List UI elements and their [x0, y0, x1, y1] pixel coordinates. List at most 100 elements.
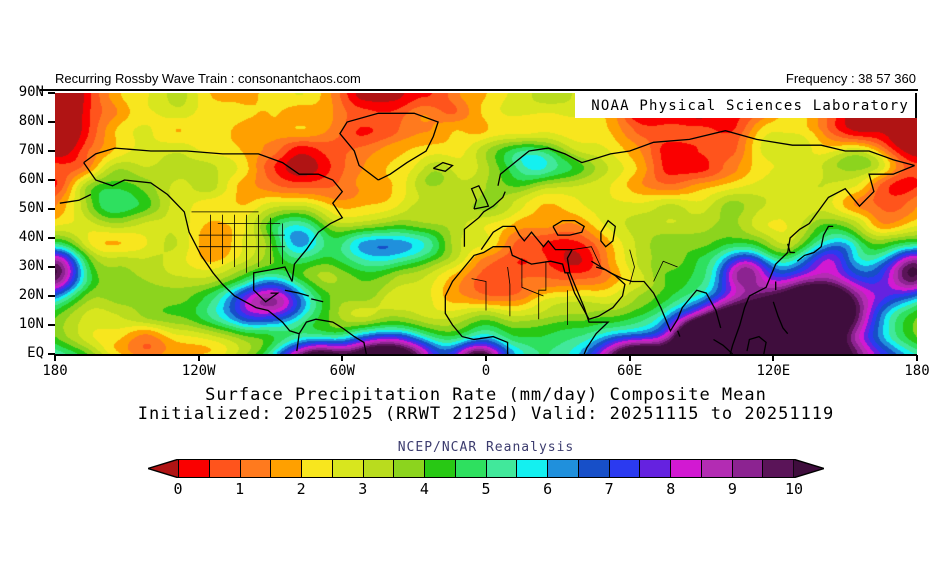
coastline [296, 318, 367, 354]
colorbar-cell [455, 460, 487, 477]
coastline [83, 162, 300, 335]
coastline [796, 225, 834, 262]
coastline [746, 335, 767, 354]
coastline [787, 243, 795, 254]
colorbar-cell [671, 460, 702, 477]
lat-tick-label: 80N [18, 113, 44, 129]
lon-tick-label: 180 [904, 363, 930, 379]
coastline [470, 184, 490, 210]
coastline [83, 147, 344, 282]
colorbar-cell [179, 460, 210, 477]
colorbar-tick-label: 10 [784, 480, 804, 498]
coastline [284, 289, 309, 297]
coastline [591, 260, 722, 333]
lat-tick-label: 20N [18, 287, 44, 303]
colorbar-cell [363, 460, 395, 477]
colorbar-tick-label: 0 [173, 480, 183, 498]
colorbar-overflow-arrow [793, 459, 824, 478]
lat-tick-label: 90N [18, 84, 44, 100]
coastlines-overlay [59, 112, 915, 354]
coastline [463, 191, 506, 247]
colorbar-cell [763, 460, 793, 477]
lat-tick [48, 92, 55, 94]
colorbar-tick-label: 3 [358, 480, 368, 498]
colorbar-tick-label: 8 [666, 480, 676, 498]
coastline [552, 219, 586, 236]
colorbar-tick-label: 5 [481, 480, 491, 498]
colorbar-labels: 0 1 2 3 4 5 6 7 8 9 10 [148, 480, 824, 498]
country-border [629, 249, 635, 285]
lon-tick [54, 355, 56, 361]
coastline [566, 249, 573, 273]
lat-tick-label: 60N [18, 171, 44, 187]
country-border [471, 278, 487, 311]
lat-tick [48, 353, 55, 355]
colorbar-cell [486, 460, 518, 477]
plot-title: Surface Precipitation Rate (mm/day) Comp… [205, 385, 767, 405]
colorbar-tick-label: 7 [604, 480, 614, 498]
coastline [59, 193, 92, 204]
colorbar-cell [271, 460, 302, 477]
colorbar-cell [240, 460, 272, 477]
lon-tick-label: 120W [181, 363, 216, 379]
colorbar-tick-label: 1 [235, 480, 245, 498]
colorbar-underflow-arrow [148, 459, 179, 478]
colorbar-cell [609, 460, 641, 477]
colorbar-tick-label: 6 [543, 480, 553, 498]
country-border [653, 260, 678, 282]
lat-tick [48, 179, 55, 181]
colorbar-cell [332, 460, 364, 477]
map-panel: NOAA Physical Sciences Laboratory [55, 93, 917, 356]
colorbar-tick-label: 2 [296, 480, 306, 498]
lat-tick-label: EQ [27, 345, 44, 361]
colorbar-cell [517, 460, 548, 477]
colorbar-cell [394, 460, 425, 477]
colorbar-tick-label: 4 [419, 480, 429, 498]
colorbar-cell [640, 460, 671, 477]
colorbar-cells [178, 459, 794, 478]
colorbar-cell [302, 460, 333, 477]
coastline [600, 219, 617, 248]
lat-tick [48, 324, 55, 326]
header-rule [40, 89, 918, 91]
colorbar-cell [578, 460, 610, 477]
coastline [480, 225, 573, 251]
colorbar-cell [209, 460, 241, 477]
colorbar-cell [701, 460, 733, 477]
coastline [566, 266, 626, 320]
colorbar-cell [548, 460, 579, 477]
lat-tick [48, 237, 55, 239]
lat-tick-label: 40N [18, 229, 44, 245]
lon-tick [197, 355, 200, 361]
credit-box: NOAA Physical Sciences Laboratory [575, 93, 917, 118]
lon-tick-label: 0 [481, 363, 491, 379]
coastline [253, 266, 293, 303]
coastline [497, 130, 915, 186]
coastline [772, 301, 789, 335]
lon-tick-label: 60W [329, 363, 355, 379]
coastline [713, 338, 734, 354]
colorbar-cell [732, 460, 764, 477]
lat-tick [48, 121, 55, 123]
coastline [444, 246, 610, 354]
country-border [572, 246, 602, 268]
country-border [507, 266, 511, 317]
colorbar-tick-label: 9 [727, 480, 737, 498]
lat-tick-label: 30N [18, 258, 44, 274]
coastline [432, 161, 454, 173]
credit-label: NOAA Physical Sciences Laboratory [591, 97, 909, 114]
lon-tick-label: 60E [617, 363, 643, 379]
coastline [311, 298, 324, 303]
lat-tick-label: 50N [18, 200, 44, 216]
lat-tick-label: 10N [18, 316, 44, 332]
lat-tick-label: 70N [18, 142, 44, 158]
plot-subtitle: Initialized: 20251025 (RRWT 2125d) Valid… [137, 404, 835, 424]
lat-tick [48, 208, 55, 210]
lon-tick-label: 120E [756, 363, 791, 379]
dataset-label: NCEP/NCAR Reanalysis [397, 440, 575, 455]
lon-tick [485, 355, 487, 361]
country-border [521, 258, 544, 297]
caption-block: Surface Precipitation Rate (mm/day) Comp… [55, 386, 917, 424]
lat-tick [48, 266, 55, 268]
